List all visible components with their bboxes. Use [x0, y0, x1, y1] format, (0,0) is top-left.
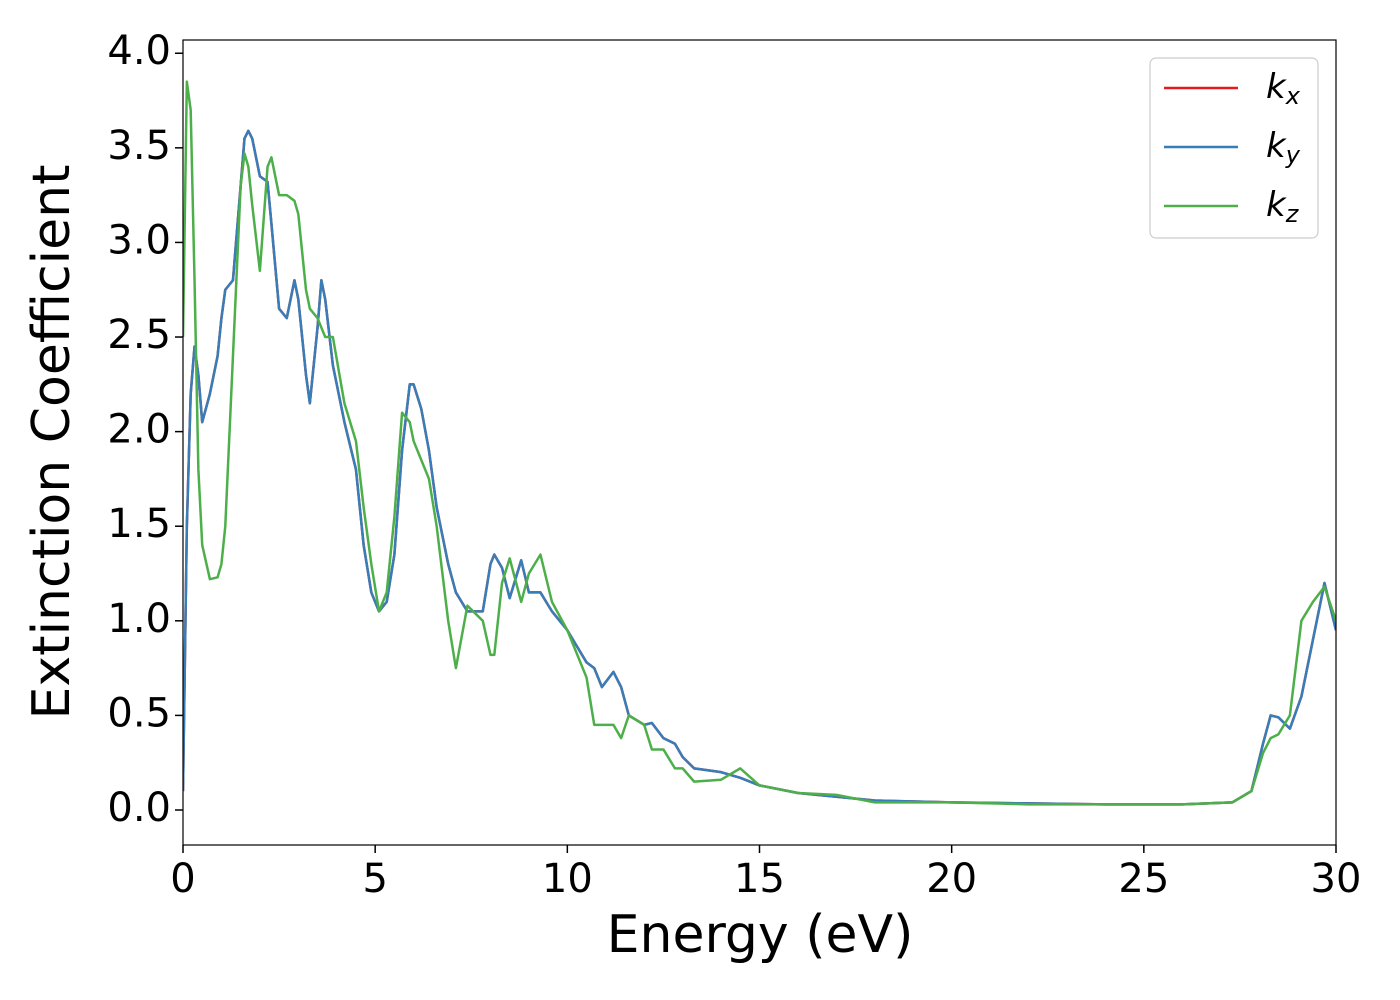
y-tick-label: 0.0	[107, 785, 171, 831]
y-tick-label: 1.0	[107, 596, 171, 642]
plot-frame	[182, 39, 1337, 846]
x-axis-label: Energy (eV)	[607, 905, 914, 965]
series-line	[183, 80, 1336, 806]
legend-label: kz	[1266, 185, 1300, 229]
y-tick-label: 0.5	[107, 690, 171, 736]
y-tick-label: 2.5	[107, 312, 171, 358]
x-tick-label: 20	[926, 856, 977, 902]
x-tick-label: 25	[1118, 856, 1169, 902]
x-tick-label: 15	[734, 856, 785, 902]
x-tick-label: 10	[542, 856, 593, 902]
legend-label: kx	[1266, 67, 1301, 111]
x-tick-label: 5	[362, 856, 387, 902]
y-tick-label: 3.0	[107, 217, 171, 263]
y-tick-label: 4.0	[107, 28, 171, 74]
y-tick-label: 3.5	[107, 123, 171, 169]
legend-label: ky	[1266, 126, 1301, 170]
y-tick-label: 1.5	[107, 501, 171, 547]
y-tick-label: 2.0	[107, 407, 171, 453]
x-tick-label: 0	[170, 856, 195, 902]
y-axis-label: Extinction Coefficient	[22, 165, 82, 720]
x-tick-label: 30	[1311, 856, 1362, 902]
